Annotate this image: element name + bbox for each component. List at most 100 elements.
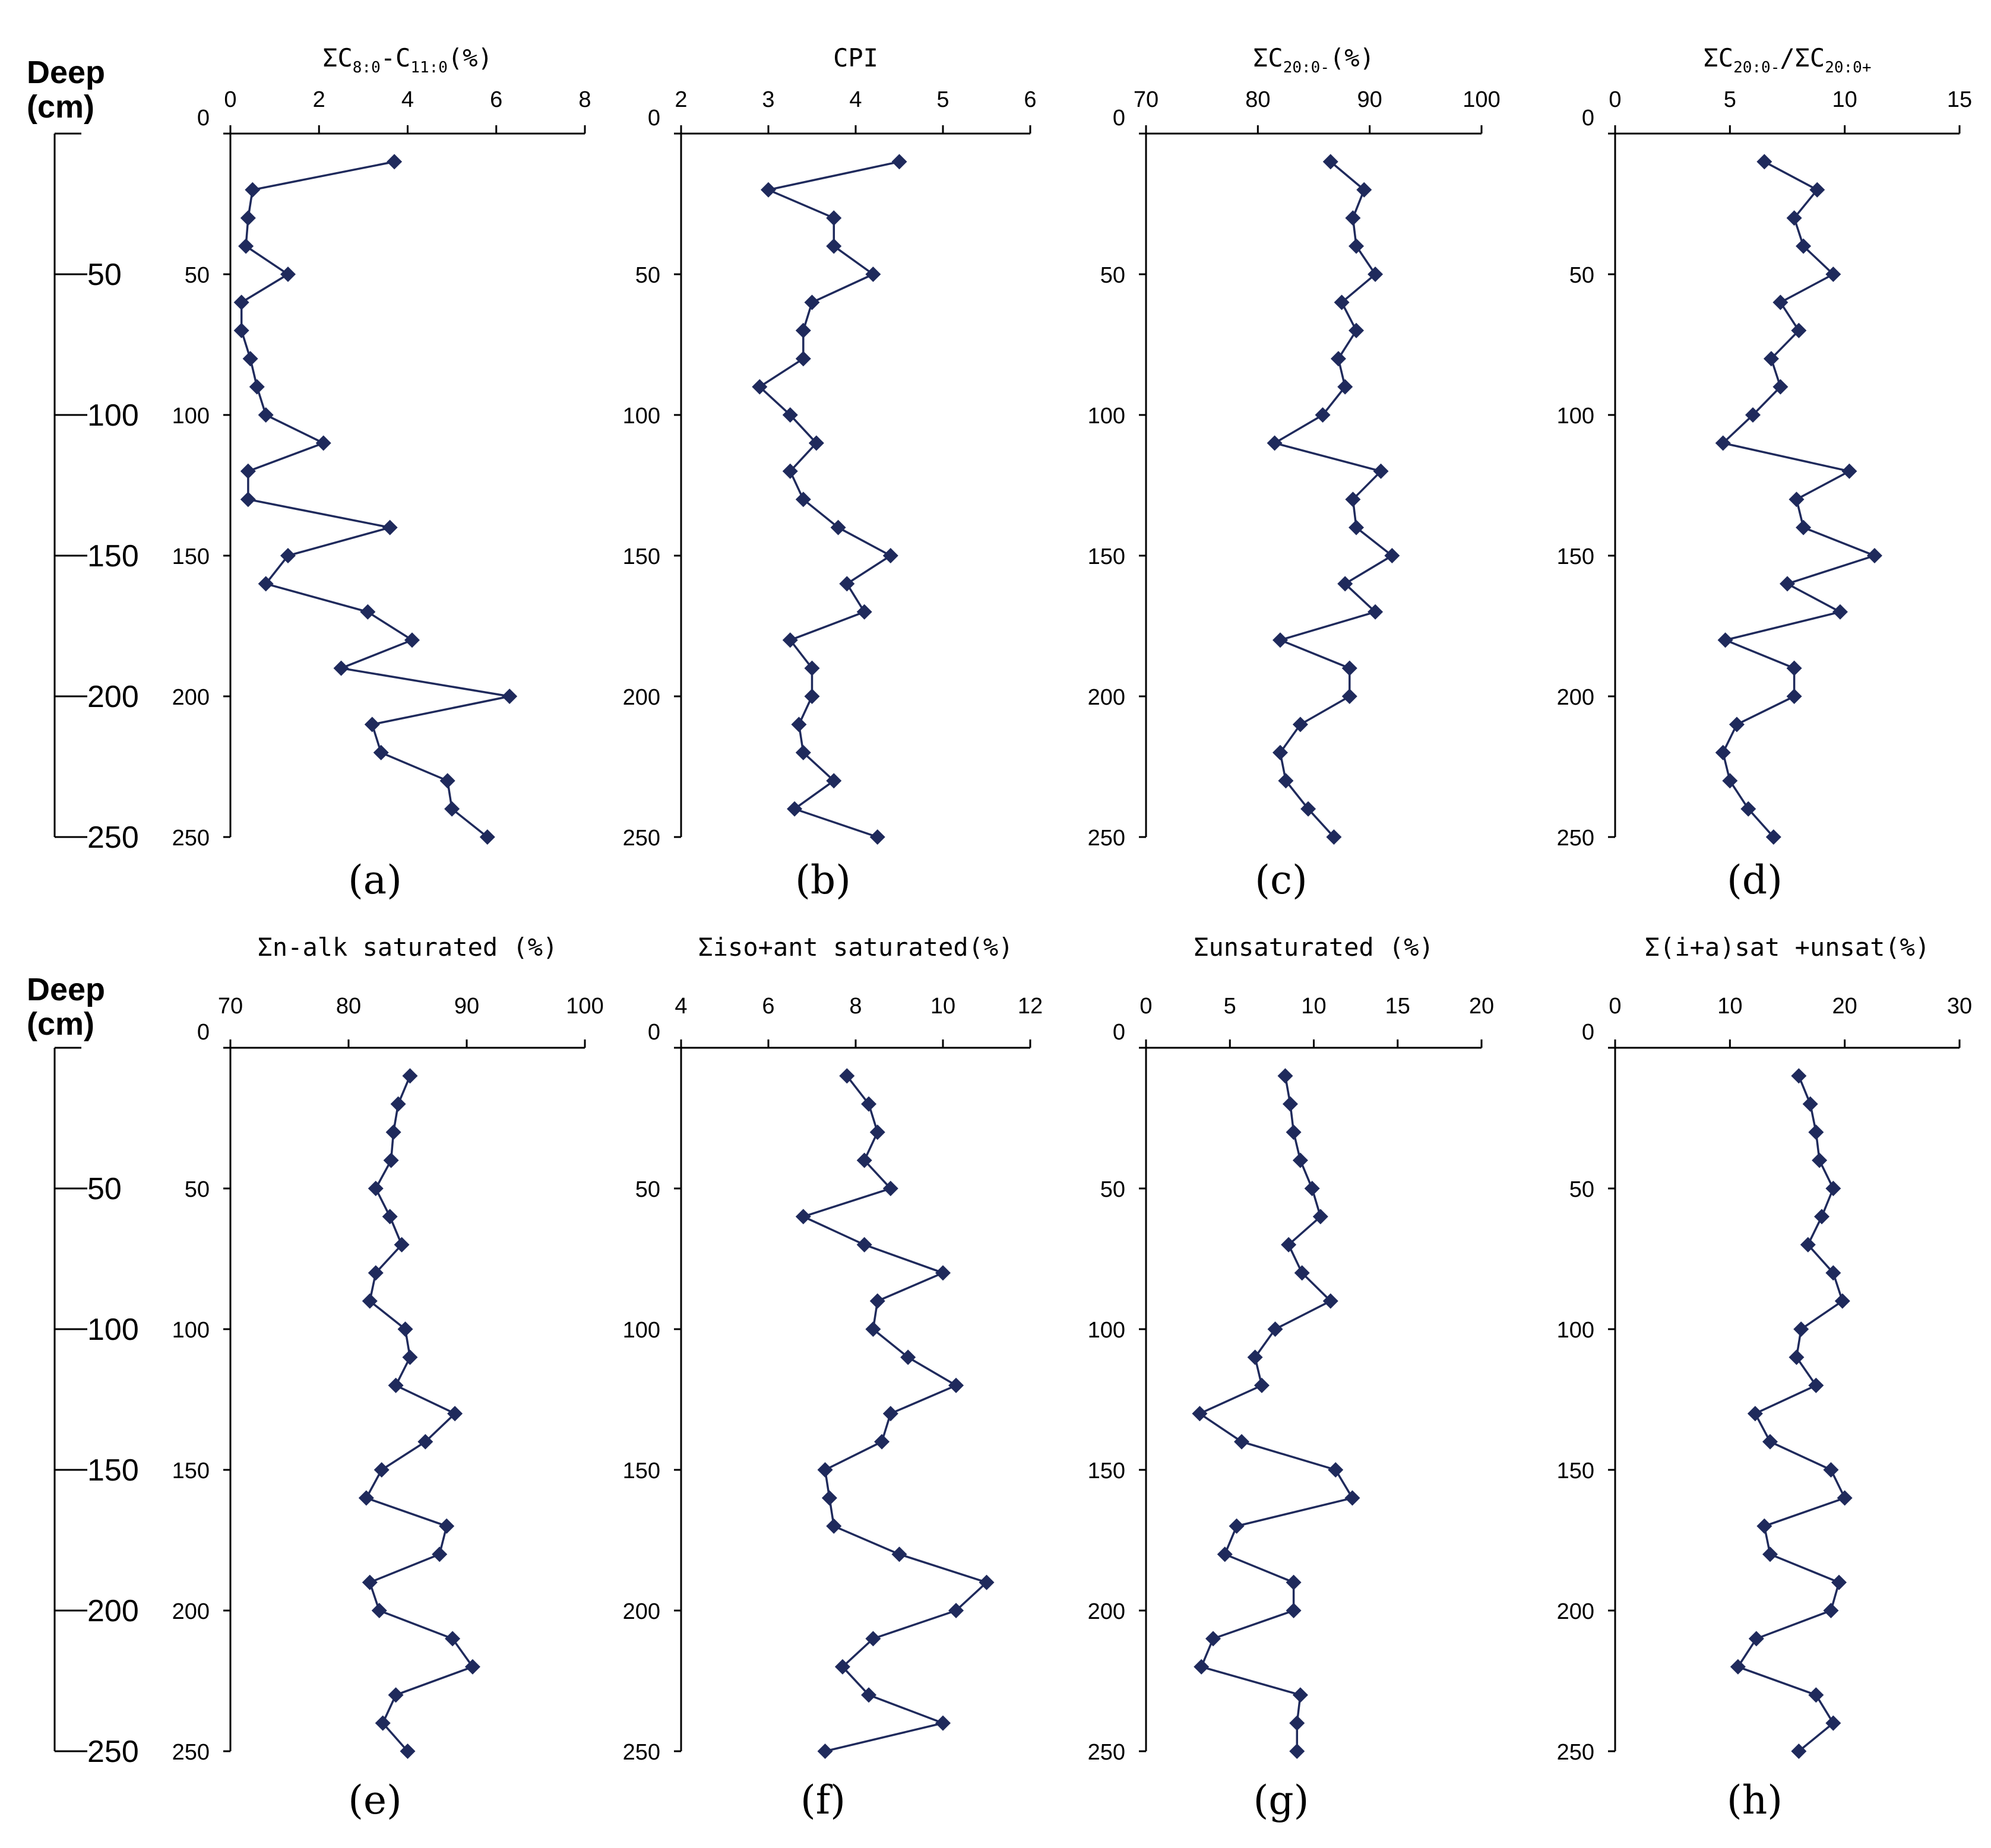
data-point (869, 1293, 885, 1309)
x-tick-label: 20 (1469, 994, 1494, 1019)
data-point (979, 1574, 995, 1590)
data-point (280, 548, 296, 563)
data-point (1341, 689, 1357, 704)
panel-title-part: ΣC (1704, 43, 1734, 72)
data-point (1278, 773, 1294, 789)
data-point (1789, 1349, 1805, 1365)
data-point (1286, 1124, 1302, 1140)
data-point (387, 154, 403, 170)
data-point (1745, 407, 1761, 423)
data-point (383, 1152, 399, 1168)
depth-axis-tick-label: 100 (87, 398, 139, 433)
y-tick-label: 50 (635, 1177, 660, 1202)
data-point (382, 1209, 398, 1225)
x-tick-label: 20 (1832, 994, 1857, 1019)
depth-axis-tick-label: 50 (87, 1172, 122, 1206)
data-point (791, 717, 807, 733)
data-point (935, 1715, 951, 1731)
data-point (1729, 717, 1745, 733)
data-point (782, 463, 798, 479)
data-point (1304, 1181, 1320, 1196)
y-tick-label: 50 (185, 1177, 210, 1202)
data-point (882, 1406, 898, 1422)
y-tick-label: 200 (623, 685, 660, 710)
data-point (1315, 407, 1331, 423)
data-point (1796, 519, 1812, 535)
data-point (1194, 1659, 1210, 1675)
panel-title-part: Σunsaturated (%) (1194, 933, 1434, 962)
data-point (1786, 660, 1802, 676)
x-tick-label: 10 (1717, 994, 1742, 1019)
data-point (245, 182, 261, 198)
data-point (1294, 1265, 1310, 1281)
data-point (397, 1321, 413, 1337)
depth-tick-groups: 50 100 150 200 250 50 100 150 200 250 (53, 132, 139, 1769)
data-point (1341, 660, 1357, 676)
y-tick-label: 250 (623, 1740, 660, 1765)
series-line (758, 160, 900, 838)
data-point (1756, 154, 1772, 170)
data-point (1373, 463, 1389, 479)
data-point (1825, 267, 1841, 282)
data-point (233, 322, 249, 338)
data-point (1217, 1546, 1233, 1562)
data-point (362, 1574, 378, 1590)
panel-letter: (f) (800, 1777, 846, 1823)
data-point (417, 1434, 433, 1450)
panel-d-title: ΣC20:0-/ΣC20:0+ (1704, 43, 1872, 77)
data-point (1289, 1715, 1305, 1731)
panel-letter: (d) (1727, 857, 1783, 903)
data-point (826, 1518, 842, 1534)
panel-h-title: Σ(i+a)sat +unsat(%) (1645, 933, 1930, 962)
data-point (1286, 1574, 1302, 1590)
data-point (240, 463, 256, 479)
x-tick-label: 2 (313, 87, 325, 112)
data-point (1825, 1181, 1841, 1196)
y-tick-label: 0 (648, 1020, 660, 1045)
data-point (280, 267, 296, 282)
data-point (1808, 1124, 1824, 1140)
series-line (240, 160, 510, 838)
data-point (479, 829, 495, 845)
x-tick-label: 0 (1139, 994, 1152, 1019)
data-point (1292, 1687, 1308, 1703)
x-tick-label: 6 (762, 994, 774, 1019)
data-point (761, 182, 776, 198)
y-tick-label: 250 (172, 1740, 210, 1765)
panel-title-part: ΣC (322, 43, 353, 72)
data-point (404, 632, 420, 648)
panel-b-title: CPI (833, 43, 878, 72)
panel-c-title: ΣC20:0-(%) (1253, 43, 1375, 77)
x-tick-label: 70 (218, 994, 243, 1019)
data-point (1322, 1293, 1338, 1309)
data-point (1267, 435, 1283, 451)
data-point (856, 604, 872, 620)
y-tick-label: 50 (185, 263, 210, 288)
panel-letter: (b) (795, 857, 851, 903)
data-point (502, 689, 518, 704)
panel-title-part: 20:0- (1733, 59, 1780, 77)
x-tick-label: 12 (1018, 994, 1043, 1019)
data-point (856, 1237, 872, 1253)
data-point (865, 1631, 881, 1647)
panel-title-part: ΣC (1253, 43, 1283, 72)
data-point (1337, 379, 1353, 395)
depth-axis-row-2: 50 100 150 200 250 (53, 1047, 139, 1769)
data-point (1762, 1434, 1778, 1450)
x-tick-label: 4 (675, 994, 687, 1019)
y-tick-label: 100 (172, 1318, 210, 1343)
depth-axis-title-line1: Deep (27, 972, 105, 1007)
data-point (362, 1293, 378, 1309)
data-point (447, 1406, 463, 1422)
x-tick-label: 3 (762, 87, 774, 112)
data-point (240, 210, 256, 226)
x-tick-label: 10 (1301, 994, 1326, 1019)
data-point (865, 1321, 881, 1337)
data-point (1789, 492, 1805, 508)
data-point (861, 1096, 877, 1112)
panel-b: CPI 2 3 4 5 6 0 50 100 150 200 250 (b) (623, 43, 1037, 903)
data-point (1289, 1744, 1305, 1759)
y-tick-label: 200 (1557, 1599, 1594, 1624)
